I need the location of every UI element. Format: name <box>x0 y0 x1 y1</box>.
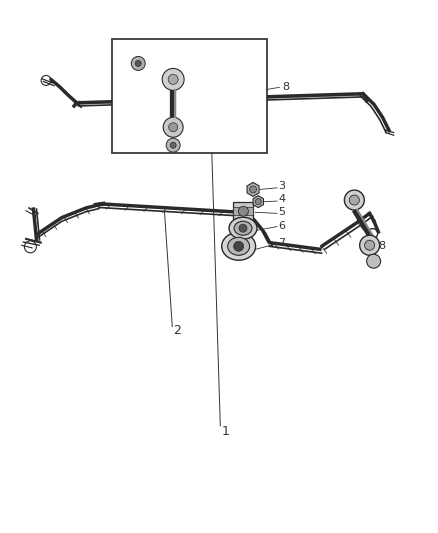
Text: 6: 6 <box>278 221 285 231</box>
Text: 1: 1 <box>221 425 229 438</box>
Circle shape <box>360 235 380 255</box>
Circle shape <box>250 186 257 193</box>
Circle shape <box>169 123 178 132</box>
Circle shape <box>239 224 247 232</box>
Circle shape <box>255 199 261 205</box>
Polygon shape <box>253 196 264 208</box>
Circle shape <box>367 254 381 268</box>
Ellipse shape <box>222 232 256 260</box>
Text: 8: 8 <box>283 82 290 92</box>
Text: 2: 2 <box>173 324 181 337</box>
Circle shape <box>162 68 184 91</box>
Circle shape <box>166 138 180 152</box>
Text: 7: 7 <box>278 238 285 247</box>
Circle shape <box>233 241 244 251</box>
Text: 4: 4 <box>278 194 285 204</box>
Bar <box>112 39 267 154</box>
Text: 3: 3 <box>278 181 285 191</box>
Circle shape <box>170 142 176 148</box>
Text: 5: 5 <box>278 207 285 217</box>
Text: 8: 8 <box>378 241 385 251</box>
Circle shape <box>344 190 364 210</box>
Circle shape <box>238 206 248 216</box>
Circle shape <box>163 117 183 137</box>
Circle shape <box>135 60 141 67</box>
Bar <box>233 207 253 215</box>
Circle shape <box>350 195 359 205</box>
Ellipse shape <box>229 217 257 239</box>
Circle shape <box>131 56 145 70</box>
Circle shape <box>168 75 178 84</box>
Circle shape <box>365 240 374 250</box>
Polygon shape <box>247 182 259 196</box>
Bar <box>233 203 253 220</box>
Ellipse shape <box>228 237 250 255</box>
Ellipse shape <box>234 221 252 235</box>
